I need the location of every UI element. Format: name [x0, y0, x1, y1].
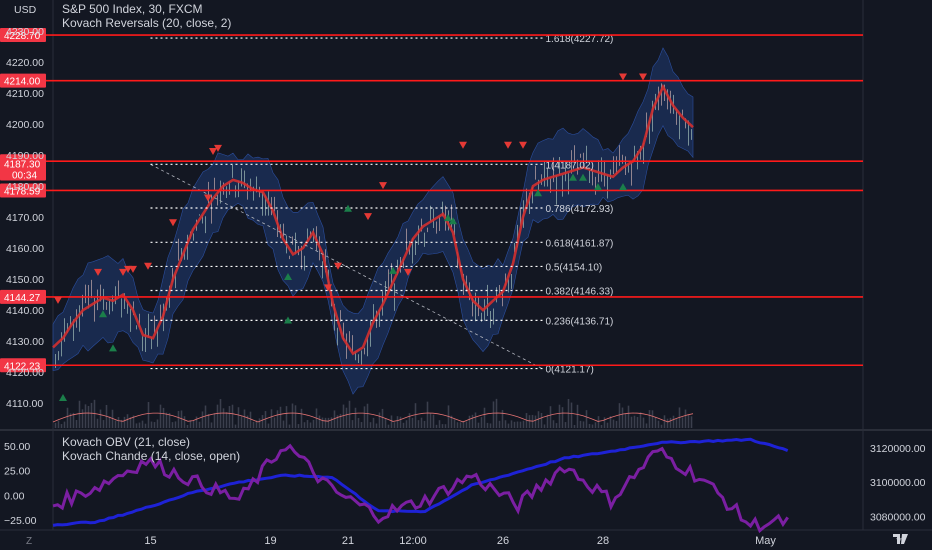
- last-price-text: 4187.30: [4, 159, 41, 170]
- price-tick-label: 4170.00: [6, 212, 44, 224]
- fib-level-label: 0.5(4154.10): [546, 262, 603, 273]
- fib-level-label: 1(4187.02): [546, 160, 594, 171]
- reversal-down-marker: [54, 296, 62, 304]
- level-price-text: 4178.59: [4, 186, 41, 197]
- time-tick-label: 21: [342, 535, 354, 547]
- reversal-up-marker: [284, 316, 292, 324]
- volume-average-line: [52, 412, 694, 423]
- countdown-text: 00:34: [12, 170, 37, 181]
- obv-legend[interactable]: Kovach OBV (21, close): [62, 435, 191, 449]
- chande-tick-label: 25.00: [4, 466, 30, 478]
- price-tick-label: 4110.00: [6, 398, 43, 410]
- reversal-up-marker: [344, 204, 352, 212]
- level-price-text: 4144.27: [4, 293, 41, 304]
- chande-line: [52, 443, 789, 534]
- reversal-down-marker: [404, 268, 412, 276]
- reversal-down-marker: [129, 265, 137, 273]
- reversal-down-marker: [504, 141, 512, 149]
- reversal-up-marker: [59, 393, 67, 401]
- level-price-tag: [0, 183, 46, 198]
- fib-level-label: 0.236(4136.71): [546, 316, 614, 327]
- moving-average-line: [52, 83, 694, 356]
- fib-level-label: 0.786(4172.93): [546, 204, 614, 215]
- obv-tick-label: 3120000.00: [870, 443, 926, 455]
- level-price-text: 4122.23: [4, 361, 41, 372]
- reversal-down-marker: [144, 262, 152, 270]
- reversal-up-marker: [619, 183, 627, 191]
- price-tick-label: 4150.00: [6, 274, 44, 286]
- time-tick-label: 12:00: [399, 535, 427, 547]
- reversal-up-marker: [569, 173, 577, 181]
- reversal-band: [52, 47, 694, 395]
- price-tick-label: 4130.00: [6, 336, 44, 348]
- reversal-down-marker: [334, 262, 342, 270]
- chande-tick-label: 50.00: [4, 441, 30, 453]
- reversal-down-marker: [619, 73, 627, 81]
- reversal-down-marker: [639, 73, 647, 81]
- reversal-up-marker: [534, 189, 542, 197]
- obv-line: [52, 437, 789, 527]
- price-tick-label: 4230.00: [6, 26, 44, 38]
- reversal-up-marker: [284, 273, 292, 281]
- price-tick-label: 4160.00: [6, 243, 44, 255]
- time-tick-label: 28: [597, 535, 609, 547]
- reversal-down-marker: [204, 194, 212, 202]
- chande-tick-label: 0.00: [4, 490, 25, 502]
- reversal-down-marker: [324, 284, 332, 292]
- reversal-down-marker: [169, 219, 177, 227]
- price-tick-label: 4120.00: [6, 367, 44, 379]
- reversal-down-marker: [379, 182, 387, 190]
- currency-label: USD: [14, 4, 37, 16]
- reversal-down-marker: [94, 268, 102, 276]
- reversal-down-marker: [119, 268, 127, 276]
- reversal-up-marker: [99, 310, 107, 318]
- level-price-tag: [0, 28, 46, 43]
- level-price-tag: [0, 289, 46, 304]
- reversal-up-marker: [594, 183, 602, 191]
- fib-level-label: 0.382(4146.33): [546, 287, 614, 298]
- price-tick-label: 4180.00: [6, 181, 44, 193]
- time-tick-label: May: [755, 535, 776, 547]
- level-price-tag: [0, 358, 46, 373]
- lower-pane-legend: Kovach OBV (21, close) Kovach Chande (14…: [62, 435, 240, 463]
- chart-legend: S&P 500 Index, 30, FXCM Kovach Reversals…: [62, 2, 231, 30]
- chande-legend[interactable]: Kovach Chande (14, close, open): [62, 449, 241, 463]
- reversal-down-marker: [364, 213, 372, 221]
- indicator-legend[interactable]: Kovach Reversals (20, close, 2): [62, 16, 232, 30]
- reversal-up-marker: [389, 266, 397, 274]
- reversal-down-marker: [459, 141, 467, 149]
- price-tick-label: 4140.00: [6, 305, 44, 317]
- level-price-text: 4228.70: [4, 31, 41, 42]
- time-tick-label: 15: [144, 535, 156, 547]
- reversal-up-marker: [449, 217, 457, 225]
- reversal-up-marker: [109, 344, 117, 352]
- price-tick-label: 4200.00: [6, 119, 44, 131]
- reversal-down-marker: [214, 144, 222, 152]
- time-tick-label: 19: [264, 535, 276, 547]
- level-price-text: 4214.00: [4, 77, 41, 88]
- price-tick-label: 4210.00: [6, 88, 44, 100]
- price-tick-label: 4190.00: [6, 150, 44, 162]
- symbol-title[interactable]: S&P 500 Index, 30, FXCM: [62, 2, 203, 16]
- obv-tick-label: 3100000.00: [870, 477, 926, 489]
- tradingview-logo-icon[interactable]: [892, 532, 910, 546]
- fib-level-label: 0.618(4161.87): [546, 238, 614, 249]
- timezone-z-button: Z: [26, 536, 32, 547]
- price-tick-label: 4220.00: [6, 57, 44, 69]
- trend-line: [150, 164, 544, 370]
- obv-tick-label: 3080000.00: [870, 511, 926, 523]
- last-price-tag: [0, 156, 46, 181]
- time-tick-label: 26: [497, 535, 509, 547]
- reversal-up-marker: [444, 214, 452, 222]
- level-price-tag: [0, 73, 46, 88]
- chande-tick-label: −25.00: [4, 515, 37, 527]
- reversal-up-marker: [579, 173, 587, 181]
- reversal-down-marker: [519, 141, 527, 149]
- fib-level-label: 0(4121.17): [546, 365, 594, 376]
- fib-level-label: 1.618(4227.72): [546, 34, 614, 45]
- reversal-down-marker: [209, 147, 217, 155]
